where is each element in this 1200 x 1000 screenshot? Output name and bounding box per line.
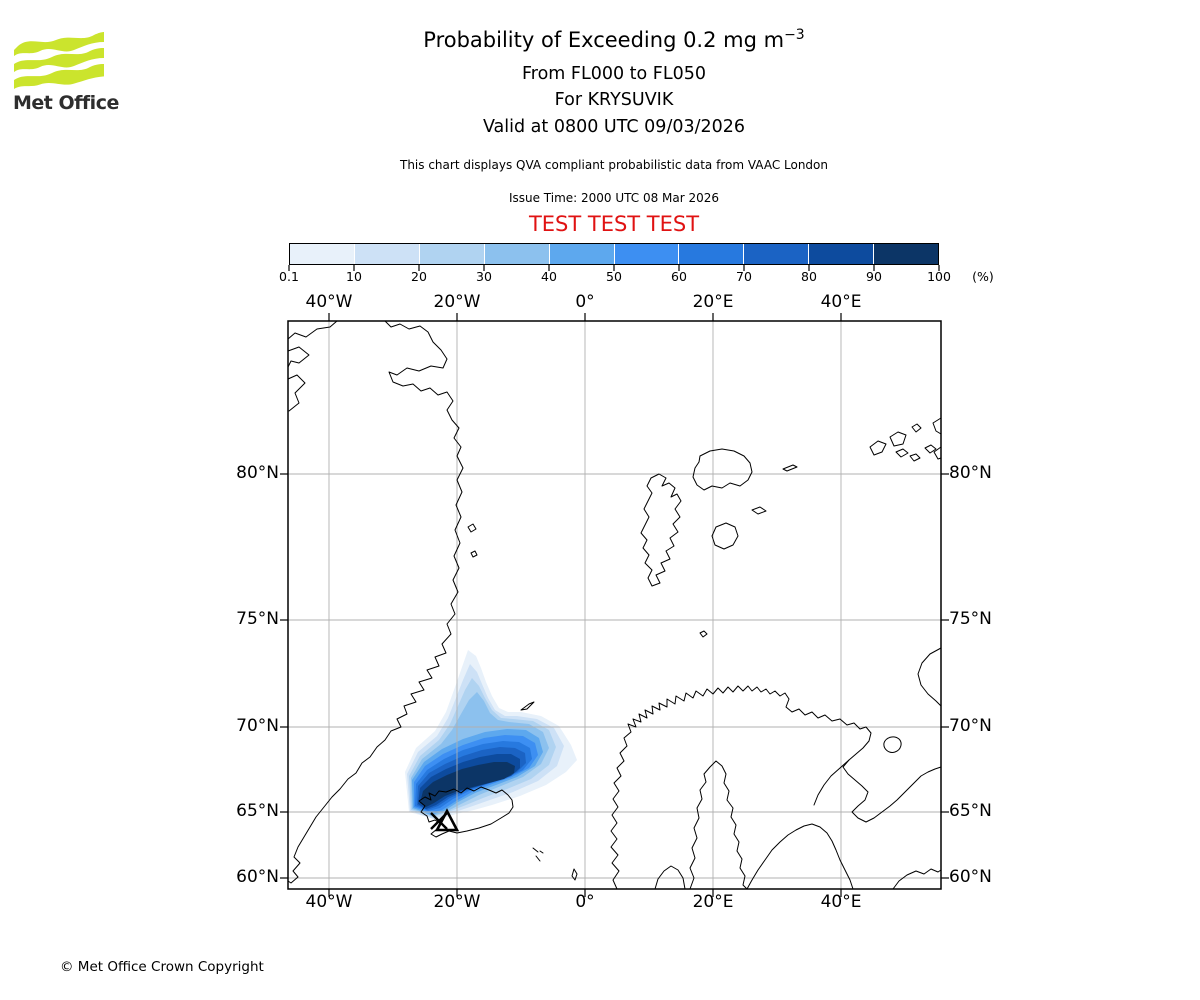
- axis-ticks: [280, 265, 949, 897]
- latitude-label: 75°N: [949, 609, 992, 629]
- colorbar-segment: [744, 244, 810, 264]
- colorbar-segment: [679, 244, 745, 264]
- latitude-label: 65°N: [949, 801, 992, 821]
- colorbar-segment: [419, 244, 485, 264]
- chart-title: Probability of Exceeding 0.2 mg m−3: [423, 27, 805, 52]
- issue-time: Issue Time: 2000 UTC 08 Mar 2026: [508, 191, 720, 205]
- qva-note: This chart displays QVA compliant probab…: [400, 158, 828, 172]
- colorbar-tick-label: 20: [411, 269, 427, 284]
- volcano-marker-icon: [430, 808, 460, 832]
- colorbar-segment: [809, 244, 875, 264]
- latitude-label: 80°N: [236, 463, 279, 483]
- longitude-label: 20°W: [433, 892, 481, 912]
- latitude-label: 65°N: [236, 801, 279, 821]
- latitude-label: 70°N: [949, 716, 992, 736]
- colorbar-segment: [484, 244, 550, 264]
- colorbar-segment: [614, 244, 680, 264]
- probability-colorbar: [289, 243, 939, 265]
- latitude-label: 60°N: [236, 867, 279, 887]
- longitude-label: 20°W: [433, 292, 481, 312]
- latitude-label: 60°N: [949, 867, 992, 887]
- colorbar-tick-label: 0.1: [279, 269, 299, 284]
- colorbar-segment: [354, 244, 420, 264]
- colorbar-tick-label: 80: [801, 269, 817, 284]
- colorbar-segment: [874, 244, 939, 264]
- latitude-label: 70°N: [236, 716, 279, 736]
- longitude-label: 40°W: [305, 292, 353, 312]
- colorbar-tick-label: 60: [671, 269, 687, 284]
- copyright-notice: © Met Office Crown Copyright: [60, 959, 264, 975]
- longitude-label: 40°W: [305, 892, 353, 912]
- longitude-label: 40°E: [820, 292, 862, 312]
- colorbar-tick-label: 30: [476, 269, 492, 284]
- coastlines: [287, 320, 942, 890]
- longitude-label: 20°E: [692, 292, 734, 312]
- latitude-label: 80°N: [949, 463, 992, 483]
- test-banner: TEST TEST TEST: [528, 212, 700, 236]
- ash-plume: [405, 650, 577, 820]
- met-office-logo-icon: [14, 32, 104, 89]
- longitude-label: 40°E: [820, 892, 862, 912]
- longitude-label: 0°: [575, 292, 595, 312]
- colorbar-tick-label: 100: [927, 269, 951, 284]
- colorbar-tick-label: 10: [346, 269, 362, 284]
- longitude-label: 0°: [575, 892, 595, 912]
- colorbar-segment: [549, 244, 615, 264]
- colorbar-segment: [290, 244, 355, 264]
- latitude-label: 75°N: [236, 609, 279, 629]
- subtitle-volcano: For KRYSUVIK: [554, 90, 674, 110]
- met-office-logo-text: Met Office: [13, 92, 119, 114]
- graticule: [288, 321, 941, 889]
- map-frame: [287, 320, 942, 890]
- title-exponent: −3: [784, 27, 805, 43]
- colorbar-tick-label: 90: [866, 269, 882, 284]
- subtitle-valid-time: Valid at 0800 UTC 09/03/2026: [482, 117, 746, 137]
- colorbar-tick-label: 70: [736, 269, 752, 284]
- colorbar-tick-label: 40: [541, 269, 557, 284]
- colorbar-tick-label: 50: [606, 269, 622, 284]
- longitude-label: 20°E: [692, 892, 734, 912]
- colorbar-unit-label: (%): [972, 269, 994, 284]
- subtitle-flight-levels: From FL000 to FL050: [521, 64, 707, 84]
